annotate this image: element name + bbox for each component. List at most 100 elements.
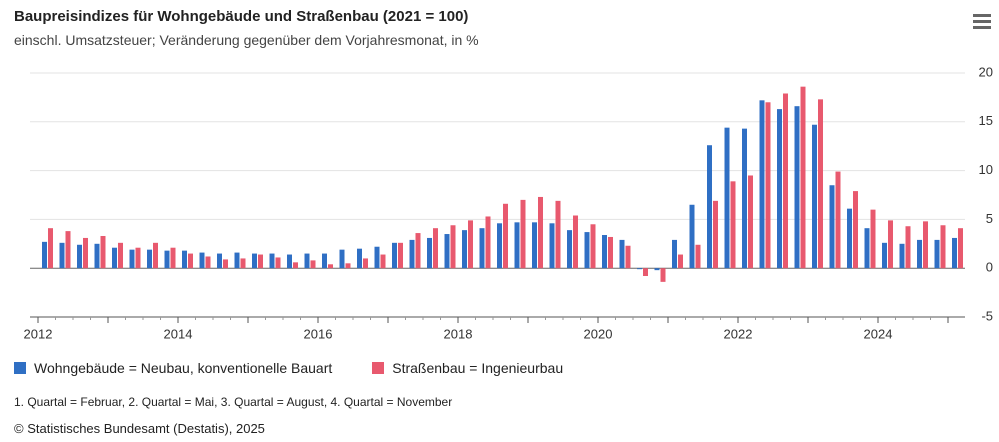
source: © Statistisches Bundesamt (Destatis), 20…	[14, 421, 265, 436]
bar	[479, 228, 485, 269]
bar	[619, 239, 625, 269]
bar	[555, 200, 561, 269]
bar	[724, 127, 730, 269]
bar	[584, 232, 590, 269]
bar	[660, 268, 666, 282]
bar	[398, 242, 403, 269]
y-tick-label: 10	[979, 162, 993, 177]
bar	[520, 199, 526, 269]
bar	[643, 268, 648, 277]
bar	[275, 257, 281, 269]
bar	[870, 209, 876, 269]
menu-button[interactable]	[973, 14, 991, 29]
bar	[637, 268, 642, 270]
bar	[532, 222, 537, 269]
bar	[234, 252, 240, 269]
bar	[765, 102, 771, 269]
bar	[829, 185, 835, 269]
bar	[672, 239, 677, 269]
bar	[800, 86, 806, 269]
bar	[310, 260, 316, 269]
bar	[328, 264, 333, 269]
bar	[433, 228, 438, 269]
x-tick-label: 2016	[304, 326, 333, 341]
x-tick-label: 2014	[164, 326, 193, 341]
bar	[199, 252, 205, 269]
chart-subtitle: einschl. Umsatzsteuer; Veränderung gegen…	[14, 32, 479, 48]
bar	[468, 220, 473, 269]
bar	[689, 204, 695, 269]
x-tick-label: 2022	[724, 326, 753, 341]
bar	[217, 253, 222, 269]
legend-item[interactable]: Wohngebäude = Neubau, konventionelle Bau…	[14, 360, 332, 376]
bar	[608, 236, 613, 269]
bar	[182, 250, 187, 269]
bar	[602, 235, 607, 269]
legend-item[interactable]: Straßenbau = Ingenieurbau	[372, 360, 563, 376]
bar	[118, 242, 123, 269]
bar	[153, 242, 158, 269]
bar	[252, 253, 257, 269]
bar	[258, 254, 263, 269]
bar	[304, 253, 310, 269]
bar	[415, 233, 421, 269]
legend: Wohngebäude = Neubau, konventionelle Bau…	[14, 360, 563, 376]
bar	[759, 100, 765, 269]
bar	[363, 258, 368, 269]
bar	[923, 221, 928, 269]
bar	[503, 203, 508, 269]
bar	[934, 239, 940, 269]
chart: -5 0 5 10 15 20 2012 2014 2016 2018 2020 2022 2024	[24, 64, 993, 341]
bar	[392, 242, 397, 269]
bar	[567, 230, 572, 269]
bar	[748, 175, 753, 269]
bar	[514, 222, 520, 269]
bar	[293, 262, 298, 269]
x-tick-label: 2020	[584, 326, 613, 341]
y-tick-label: 20	[979, 64, 993, 79]
bar	[444, 234, 450, 269]
bar	[678, 254, 683, 269]
chart-title: Baupreisindizes für Wohngebäude und Stra…	[14, 8, 469, 25]
bar	[322, 253, 327, 269]
bar	[223, 259, 228, 269]
y-tick-label: 0	[986, 260, 993, 275]
bar	[882, 242, 887, 269]
bar	[485, 216, 491, 269]
bar	[783, 93, 788, 269]
bar	[94, 243, 100, 269]
bar	[742, 128, 747, 269]
x-tick-label: 2012	[24, 326, 53, 341]
bar	[952, 237, 957, 269]
bar	[888, 220, 893, 269]
bar	[42, 241, 47, 269]
bar	[853, 191, 858, 269]
bar	[538, 196, 543, 269]
legend-swatch	[14, 362, 26, 374]
bar	[77, 244, 82, 269]
bar	[339, 249, 345, 269]
bar	[164, 250, 170, 269]
bar	[905, 226, 911, 269]
bar	[427, 237, 432, 269]
bar	[549, 223, 555, 269]
bar	[917, 239, 922, 269]
bar	[707, 145, 712, 269]
legend-swatch	[372, 362, 385, 374]
x-tick-label: 2018	[444, 326, 473, 341]
bar	[654, 268, 660, 271]
note: 1. Quartal = Februar, 2. Quartal = Mai, …	[14, 395, 453, 409]
x-tick-label: 2024	[864, 326, 893, 341]
bar	[205, 256, 211, 269]
bar	[65, 231, 71, 269]
bar	[269, 253, 275, 269]
bar	[812, 124, 817, 269]
bar	[48, 228, 53, 269]
bar	[835, 171, 841, 269]
bar	[147, 249, 152, 269]
bar	[899, 243, 905, 269]
bar	[847, 208, 852, 269]
bar	[100, 235, 106, 269]
bar	[777, 109, 782, 269]
